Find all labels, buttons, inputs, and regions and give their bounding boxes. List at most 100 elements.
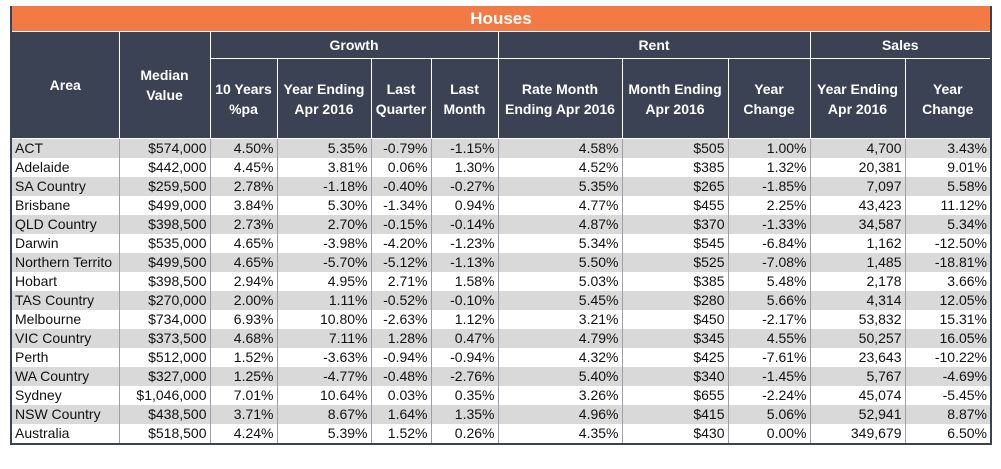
cell-last-quarter: -0.40%	[370, 177, 432, 196]
cell-median-value: $518,500	[118, 424, 211, 444]
cell-ten-years: 3.71%	[209, 405, 278, 424]
cell-area: ACT	[10, 138, 120, 158]
cell-sales-year-ending: 1,485	[809, 253, 906, 272]
cell-ten-years: 2.78%	[209, 177, 278, 196]
cell-growth-year-ending: 5.30%	[276, 196, 372, 215]
cell-last-month: -0.14%	[430, 215, 499, 234]
cell-sales-year-change: -4.69%	[904, 367, 992, 386]
cell-median-value: $398,500	[118, 215, 211, 234]
cell-ten-years: 4.45%	[209, 158, 278, 177]
cell-median-value: $1,046,000	[118, 386, 211, 405]
cell-rent-year-change: -1.45%	[727, 367, 811, 386]
cell-area: Australia	[10, 424, 120, 444]
col-header-last-quarter: Last Quarter	[370, 58, 432, 139]
cell-median-value: $327,000	[118, 367, 211, 386]
cell-rent-month-ending: $415	[621, 405, 729, 424]
cell-last-month: 0.35%	[430, 386, 499, 405]
cell-rent-year-change: 5.48%	[727, 272, 811, 291]
col-header-median-value: Median Value	[118, 31, 211, 139]
table-row: Hobart $398,500 2.94% 4.95% 2.71% 1.58% 5.03% $…	[10, 272, 992, 291]
cell-growth-year-ending: 2.70%	[276, 215, 372, 234]
cell-rent-month-ending: $655	[621, 386, 729, 405]
cell-sales-year-change: 11.12%	[904, 196, 992, 215]
cell-sales-year-change: 5.34%	[904, 215, 992, 234]
cell-sales-year-change: 3.43%	[904, 138, 992, 158]
cell-ten-years: 2.94%	[209, 272, 278, 291]
cell-ten-years: 4.50%	[209, 138, 278, 158]
cell-last-month: -1.15%	[430, 138, 499, 158]
cell-rent-year-change: 5.06%	[727, 405, 811, 424]
table-row: SA Country $259,500 2.78% -1.18% -0.40% -0.27…	[10, 177, 992, 196]
cell-median-value: $373,500	[118, 329, 211, 348]
cell-rent-year-change: 5.66%	[727, 291, 811, 310]
table-row: WA Country $327,000 1.25% -4.77% -0.48% -2.76…	[10, 367, 992, 386]
cell-last-month: -2.76%	[430, 367, 499, 386]
cell-last-quarter: 1.28%	[370, 329, 432, 348]
cell-area: NSW Country	[10, 405, 120, 424]
cell-last-month: -0.94%	[430, 348, 499, 367]
cell-rent-rate: 4.87%	[497, 215, 623, 234]
cell-last-month: 1.30%	[430, 158, 499, 177]
cell-ten-years: 1.52%	[209, 348, 278, 367]
cell-rent-rate: 4.77%	[497, 196, 623, 215]
cell-last-quarter: -0.79%	[370, 138, 432, 158]
cell-last-quarter: 0.06%	[370, 158, 432, 177]
cell-rent-year-change: -2.24%	[727, 386, 811, 405]
cell-last-month: 0.26%	[430, 424, 499, 444]
cell-last-quarter: 1.64%	[370, 405, 432, 424]
cell-last-quarter: -4.20%	[370, 234, 432, 253]
cell-ten-years: 4.65%	[209, 234, 278, 253]
cell-growth-year-ending: 7.11%	[276, 329, 372, 348]
cell-median-value: $442,000	[118, 158, 211, 177]
cell-rent-rate: 4.35%	[497, 424, 623, 444]
cell-last-quarter: 1.52%	[370, 424, 432, 444]
cell-last-month: 1.58%	[430, 272, 499, 291]
cell-last-quarter: -5.12%	[370, 253, 432, 272]
cell-ten-years: 1.25%	[209, 367, 278, 386]
cell-ten-years: 6.93%	[209, 310, 278, 329]
cell-area: WA Country	[10, 367, 120, 386]
table-row: Sydney $1,046,000 7.01% 10.64% 0.03% 0.35% 3.2…	[10, 386, 992, 405]
cell-sales-year-ending: 20,381	[809, 158, 906, 177]
col-header-rent-month-ending: Month Ending Apr 2016	[621, 58, 729, 139]
cell-growth-year-ending: 4.95%	[276, 272, 372, 291]
cell-last-quarter: -0.94%	[370, 348, 432, 367]
cell-rent-month-ending: $525	[621, 253, 729, 272]
cell-rent-rate: 5.03%	[497, 272, 623, 291]
cell-median-value: $512,000	[118, 348, 211, 367]
cell-median-value: $259,500	[118, 177, 211, 196]
cell-growth-year-ending: 5.35%	[276, 138, 372, 158]
cell-median-value: $574,000	[118, 138, 211, 158]
cell-ten-years: 4.65%	[209, 253, 278, 272]
cell-area: SA Country	[10, 177, 120, 196]
cell-ten-years: 4.24%	[209, 424, 278, 444]
cell-sales-year-change: 16.05%	[904, 329, 992, 348]
col-header-area: Area	[10, 31, 120, 139]
cell-rent-rate: 5.35%	[497, 177, 623, 196]
cell-sales-year-ending: 7,097	[809, 177, 906, 196]
cell-sales-year-change: -5.45%	[904, 386, 992, 405]
cell-last-quarter: -1.34%	[370, 196, 432, 215]
table-row: TAS Country $270,000 2.00% 1.11% -0.52% -0.10…	[10, 291, 992, 310]
cell-rent-rate: 4.52%	[497, 158, 623, 177]
col-header-sales-year-change: Year Change	[904, 58, 992, 139]
cell-area: TAS Country	[10, 291, 120, 310]
cell-sales-year-ending: 45,074	[809, 386, 906, 405]
cell-growth-year-ending: 10.80%	[276, 310, 372, 329]
cell-growth-year-ending: -3.63%	[276, 348, 372, 367]
cell-median-value: $535,000	[118, 234, 211, 253]
cell-rent-year-change: 4.55%	[727, 329, 811, 348]
cell-median-value: $270,000	[118, 291, 211, 310]
table-row: Darwin $535,000 4.65% -3.98% -4.20% -1.23% 5.3…	[10, 234, 992, 253]
cell-sales-year-ending: 23,643	[809, 348, 906, 367]
cell-sales-year-ending: 1,162	[809, 234, 906, 253]
cell-last-quarter: -0.15%	[370, 215, 432, 234]
cell-rent-year-change: -7.61%	[727, 348, 811, 367]
cell-sales-year-change: 9.01%	[904, 158, 992, 177]
col-header-growth-year-ending: Year Ending Apr 2016	[276, 58, 372, 139]
cell-rent-rate: 4.32%	[497, 348, 623, 367]
cell-rent-month-ending: $450	[621, 310, 729, 329]
cell-rent-year-change: -7.08%	[727, 253, 811, 272]
cell-growth-year-ending: -1.18%	[276, 177, 372, 196]
table-row: Northern Territo $499,500 4.65% -5.70% -5.12…	[10, 253, 992, 272]
